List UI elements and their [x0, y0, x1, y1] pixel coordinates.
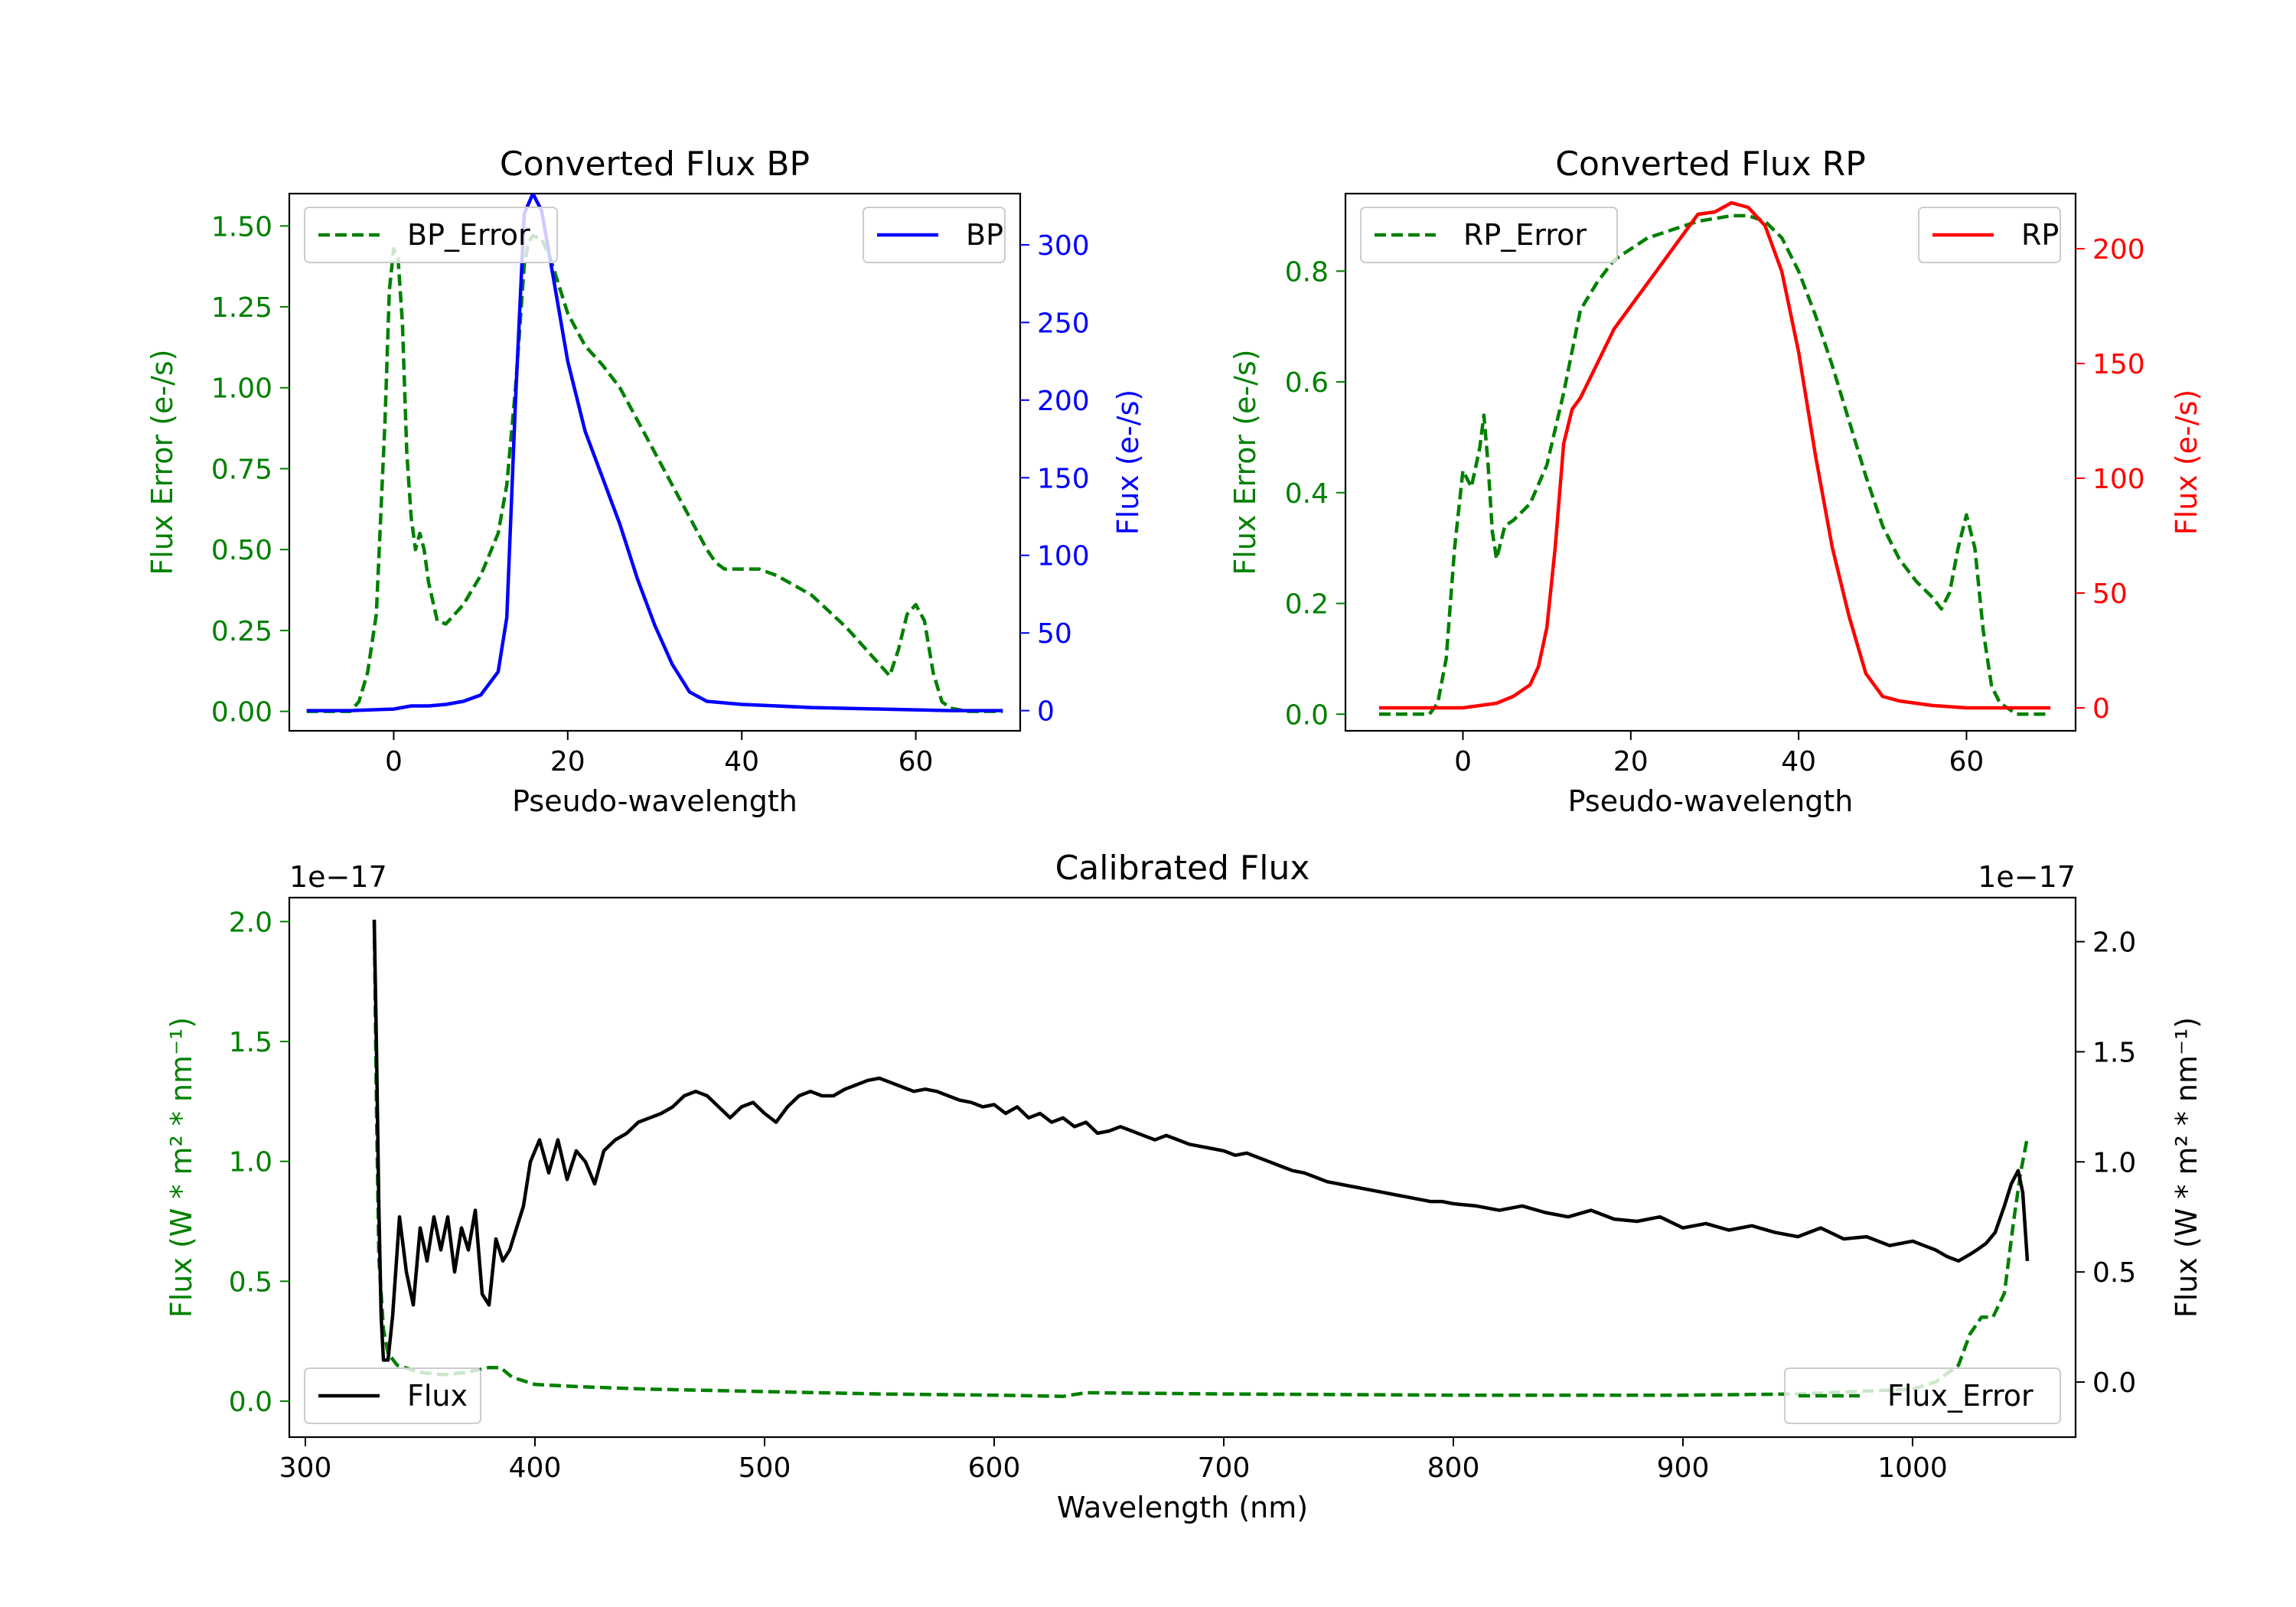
calibrated-ytick-right-label: 1.5 [2092, 1037, 2136, 1068]
bp-ytick-left-label: 1.25 [211, 292, 272, 324]
calibrated-ytick-left-label: 2.0 [229, 907, 272, 938]
calibrated-title: Calibrated Flux [1055, 849, 1310, 888]
calibrated-ytick-left-label: 0.0 [229, 1387, 272, 1418]
rp-ytick-right-label: 200 [2092, 234, 2145, 266]
bp-xtick-label: 40 [724, 746, 759, 777]
bp-ylabel-right: Flux (e-/s) [1111, 390, 1145, 535]
rp-ytick-right-label: 100 [2092, 464, 2145, 495]
rp-xtick-label: 40 [1781, 746, 1816, 777]
bp-ytick-left-label: 1.00 [211, 373, 272, 405]
bp-legend-label: BP_Error [407, 218, 530, 252]
rp-legend-flux: RP [1918, 207, 2061, 263]
calibrated-xtick-label: 1000 [1877, 1452, 1948, 1484]
rp-axes-frame [1344, 192, 2077, 732]
calibrated-legend-label: Flux [407, 1379, 468, 1413]
bp-legend-label: BP [966, 218, 1003, 252]
chart-bp: Converted Flux BP 0 20 40 60 Pseudo-wavelengt… [145, 145, 1145, 818]
calibrated-series-flux [372, 919, 2030, 1362]
bp-ytick-left-label: 1.50 [211, 211, 272, 243]
rp-legend-label: RP_Error [1463, 218, 1587, 252]
rp-legend-error: RP_Error [1360, 207, 1618, 263]
calibrated-xlabel: Wavelength (nm) [1057, 1491, 1308, 1524]
rp-legend-box [1360, 207, 1618, 263]
bp-ytick-left-label: 0.75 [211, 454, 272, 485]
bp-ytick-right-label: 0 [1037, 696, 1055, 728]
calibrated-ytick-left-label: 1.5 [229, 1027, 272, 1058]
calibrated-offset-left: 1e−17 [289, 860, 387, 894]
bp-legend-box [304, 207, 558, 263]
calibrated-xtick-label: 400 [509, 1452, 562, 1484]
calibrated-ytick-right-label: 1.0 [2092, 1147, 2136, 1178]
rp-ytick-left-label: 0.8 [1285, 256, 1329, 288]
bp-ylabel-left: Flux Error (e-/s) [145, 349, 179, 575]
bp-xtick-label: 60 [899, 746, 934, 777]
bp-series-bp-error [306, 233, 1003, 713]
rp-ytick-left-label: 0.6 [1285, 367, 1329, 399]
calibrated-ytick-left-label: 1.0 [229, 1147, 272, 1178]
rp-title: Converted Flux RP [1555, 145, 1866, 184]
calibrated-legend-label: Flux_Error [1887, 1379, 2033, 1413]
rp-xlabel: Pseudo-wavelength [1568, 784, 1854, 818]
calibrated-xtick-label: 600 [968, 1452, 1021, 1484]
calibrated-axes-frame [288, 896, 2077, 1439]
rp-ylabel-right: Flux (e-/s) [2170, 390, 2203, 535]
rp-ytick-left-label: 0.0 [1285, 699, 1329, 731]
rp-ytick-right-label: 150 [2092, 349, 2145, 380]
bp-ytick-right-label: 150 [1037, 463, 1090, 494]
bp-legend-flux: BP [863, 207, 1006, 263]
rp-ytick-left-label: 0.2 [1285, 589, 1329, 621]
calibrated-legend-box [1784, 1367, 2061, 1424]
calibrated-xtick-label: 900 [1657, 1452, 1710, 1484]
bp-series-bp [306, 194, 1003, 712]
bp-ytick-right-label: 250 [1037, 308, 1090, 339]
chart-rp: Converted Flux RP 0 20 40 60 Pseudo-wavelengt… [1228, 145, 2203, 818]
rp-xtick-label: 60 [1949, 746, 1985, 777]
calibrated-legend-flux: Flux [304, 1367, 481, 1424]
calibrated-legend-flux-error: Flux_Error [1784, 1367, 2061, 1424]
rp-xtick-label: 0 [1454, 746, 1472, 777]
rp-ytick-left-label: 0.4 [1285, 478, 1329, 510]
rp-legend-label: RP [2021, 218, 2059, 252]
rp-xtick-label: 20 [1613, 746, 1649, 777]
calibrated-xtick-label: 800 [1427, 1452, 1480, 1484]
rp-ytick-right-label: 0 [2092, 693, 2110, 725]
rp-ytick-right-label: 50 [2092, 579, 2128, 610]
bp-ytick-left-label: 0.00 [211, 697, 272, 729]
bp-ytick-left-label: 0.50 [211, 535, 272, 566]
chart-calibrated: Calibrated Flux 300 400 500 600 700 800 900 1000… [165, 849, 2203, 1524]
calibrated-xtick-label: 300 [279, 1452, 332, 1484]
rp-series-rp [1378, 200, 2051, 710]
bp-title: Converted Flux BP [500, 145, 810, 184]
bp-ytick-right-label: 200 [1037, 386, 1090, 417]
bp-xlabel: Pseudo-wavelength [512, 784, 797, 818]
bp-xtick-label: 20 [550, 746, 585, 777]
calibrated-legend-box [304, 1367, 481, 1424]
bp-legend-error: BP_Error [304, 207, 558, 263]
calibrated-series-flux-error [372, 921, 2030, 1398]
calibrated-xtick-label: 500 [739, 1452, 791, 1484]
bp-ytick-right-label: 300 [1037, 230, 1090, 262]
calibrated-ylabel-left: Flux (W * m² * nm⁻¹) [165, 1017, 198, 1318]
bp-axes-frame [288, 192, 1022, 732]
calibrated-ytick-right-label: 2.0 [2092, 927, 2136, 959]
bp-ytick-right-label: 50 [1037, 618, 1072, 650]
calibrated-ytick-left-label: 0.5 [229, 1266, 272, 1298]
bp-ytick-left-label: 0.25 [211, 616, 272, 647]
rp-series-rp-error [1378, 214, 2051, 716]
calibrated-ytick-right-label: 0.0 [2092, 1367, 2136, 1399]
rp-ylabel-left: Flux Error (e-/s) [1228, 349, 1262, 575]
bp-xtick-label: 0 [385, 746, 403, 777]
calibrated-ylabel-right: Flux (W * m² * nm⁻¹) [2170, 1017, 2203, 1318]
calibrated-ytick-right-label: 0.5 [2092, 1257, 2136, 1289]
bp-ytick-right-label: 100 [1037, 541, 1090, 572]
calibrated-xtick-label: 700 [1198, 1452, 1251, 1484]
calibrated-offset-right: 1e−17 [1978, 860, 2076, 894]
